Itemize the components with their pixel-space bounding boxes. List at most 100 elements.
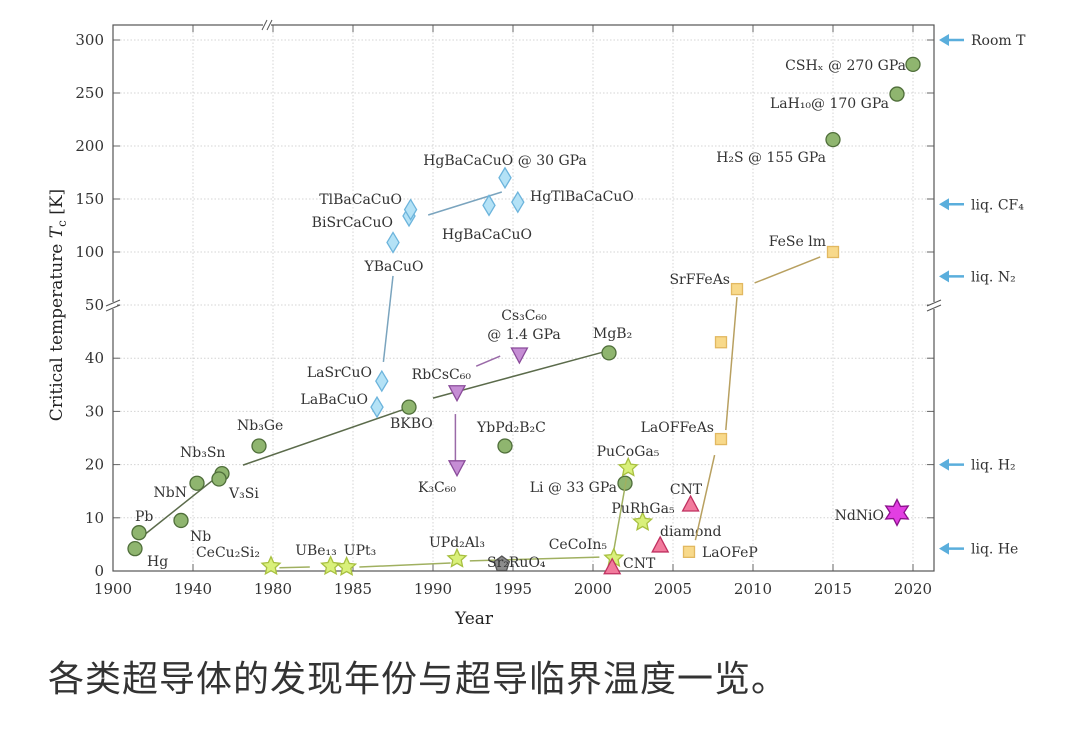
axis-break-stroke bbox=[926, 299, 942, 307]
y-tick-label: 20 bbox=[85, 456, 104, 474]
data-point: CNT bbox=[603, 556, 656, 575]
hexagram-marker bbox=[884, 498, 910, 527]
star-marker bbox=[446, 547, 468, 568]
triangle-up-marker bbox=[681, 494, 700, 512]
trend-line bbox=[613, 477, 628, 551]
data-point: UPt₃ bbox=[336, 543, 376, 576]
data-point: SrFFeAs bbox=[669, 272, 744, 296]
data-point: LaBaCuO bbox=[301, 392, 384, 419]
y-tick-label: 200 bbox=[75, 137, 104, 155]
data-point: K₃C₆₀ bbox=[418, 460, 467, 496]
axis-break-stroke bbox=[926, 304, 942, 312]
diamond-marker bbox=[370, 395, 384, 419]
data-point: HgTlBaCaCuO bbox=[511, 189, 634, 214]
axis-break-stroke bbox=[105, 299, 121, 307]
trend-line bbox=[242, 409, 403, 466]
y-tick-label: 50 bbox=[85, 296, 104, 314]
arrow-left-icon bbox=[939, 458, 949, 471]
data-point-label: LaSrCuO bbox=[307, 365, 372, 381]
data-point-label: NdNiO bbox=[835, 508, 884, 524]
reference-label: liq. He bbox=[971, 542, 1018, 558]
data-point-label: LaBaCuO bbox=[301, 392, 368, 408]
data-point-label: LaOFeP bbox=[702, 545, 758, 561]
data-point-label: CeCu₂Si₂ bbox=[196, 545, 260, 561]
arrow-left-icon bbox=[939, 542, 949, 555]
data-point-label: LaH₁₀@ 170 GPa bbox=[770, 96, 889, 112]
triangle-down-marker bbox=[447, 460, 467, 478]
data-point: MgB₂ bbox=[593, 326, 632, 361]
circle-marker bbox=[211, 471, 227, 487]
reference-arrow-liq--cf- bbox=[939, 198, 964, 211]
square-marker bbox=[714, 432, 728, 446]
data-point bbox=[714, 336, 728, 349]
x-tick-label: 2020 bbox=[894, 580, 932, 598]
axis-break-mark bbox=[926, 299, 942, 312]
trend-line bbox=[725, 296, 738, 431]
star-marker bbox=[260, 555, 282, 576]
trend-line bbox=[469, 556, 600, 562]
data-point: UPd₂Al₃ bbox=[429, 535, 485, 568]
x-tick-label: 2010 bbox=[734, 580, 772, 598]
data-point: YBaCuO bbox=[363, 231, 424, 275]
data-point: LaSrCuO bbox=[307, 365, 389, 393]
trend-line bbox=[359, 562, 451, 568]
data-point: RbCsC₆₀ bbox=[412, 367, 471, 403]
x-tick-label: 2000 bbox=[574, 580, 612, 598]
axis-break-mark bbox=[105, 299, 121, 312]
data-point-label: TlBaCaCuO bbox=[319, 192, 402, 208]
y-tick-label: 40 bbox=[85, 349, 104, 367]
data-point-label: Nb bbox=[190, 529, 211, 545]
y-tick-label: 30 bbox=[85, 402, 104, 420]
y-tick-label: 250 bbox=[75, 84, 104, 102]
reference-label: liq. CF₄ bbox=[971, 197, 1024, 213]
figure-caption: 各类超导体的发现年份与超导临界温度一览。 bbox=[48, 659, 789, 700]
data-point: CeCu₂Si₂ bbox=[196, 545, 282, 576]
star-marker bbox=[336, 555, 358, 576]
data-point-label: H₂S @ 155 GPa bbox=[716, 150, 826, 166]
diamond-marker bbox=[386, 231, 400, 254]
x-tick-label: 1985 bbox=[334, 580, 372, 598]
data-point: Cs₃C₆₀ @ 1.4 GPa bbox=[487, 308, 561, 365]
data-point-label: Li @ 33 GPa bbox=[530, 480, 617, 496]
data-point-label: PuCoGa₅ bbox=[597, 444, 660, 460]
reference-label: Room T bbox=[971, 33, 1026, 49]
diamond-marker bbox=[498, 166, 512, 190]
data-point: CeCoIn₅ bbox=[549, 537, 625, 568]
data-point-label: LaOFFeAs bbox=[641, 420, 714, 436]
data-point: Pb bbox=[131, 509, 153, 541]
axis-break-gap bbox=[930, 302, 938, 309]
reference-arrow-room-t bbox=[939, 34, 964, 46]
diamond-marker bbox=[375, 369, 389, 393]
data-point-label: CNT bbox=[670, 482, 703, 498]
data-point: HgBaCaCuO @ 30 GPa bbox=[423, 153, 587, 190]
data-point-label: V₃Si bbox=[228, 486, 259, 502]
series-iron-based: LaOFeP LaOFFeAs SrFFeAs FeSe lm bbox=[641, 234, 840, 561]
triangle-down-marker bbox=[510, 347, 529, 365]
data-point-label: YbPd₂B₂C bbox=[476, 420, 546, 436]
square-marker bbox=[730, 282, 744, 296]
y-tick-label: 10 bbox=[85, 509, 104, 527]
data-point: Nb₃Ge bbox=[237, 418, 283, 454]
data-point: H₂S @ 155 GPa bbox=[716, 131, 841, 166]
data-point-label: HgBaCaCuO bbox=[442, 227, 532, 243]
reference-label: liq. H₂ bbox=[971, 458, 1016, 474]
circle-marker bbox=[189, 475, 205, 491]
data-point-label: YBaCuO bbox=[363, 259, 423, 275]
data-point-label: @ 1.4 GPa bbox=[487, 327, 561, 343]
data-point: UBe₁₃ bbox=[295, 543, 342, 576]
x-tick-label: 2015 bbox=[814, 580, 852, 598]
triangle-down-marker bbox=[447, 385, 467, 403]
x-tick-label: 1940 bbox=[174, 580, 212, 598]
y-tick-label: 300 bbox=[75, 31, 104, 49]
x-axis-label: Year bbox=[454, 609, 494, 629]
series-heavy-fermion: CeCu₂Si₂ UBe₁₃ UPt₃ UPd₂Al₃ CeCoIn₅ PuCoGa₅ Pu… bbox=[196, 444, 675, 576]
square-marker bbox=[826, 245, 840, 259]
axis-break-stroke bbox=[105, 304, 121, 312]
trend-line bbox=[382, 275, 394, 363]
circle-marker bbox=[825, 131, 841, 148]
x-tick-label: 1990 bbox=[414, 580, 452, 598]
data-point-label: CeCoIn₅ bbox=[549, 537, 608, 553]
reference-arrow-liq--n- bbox=[939, 270, 964, 283]
